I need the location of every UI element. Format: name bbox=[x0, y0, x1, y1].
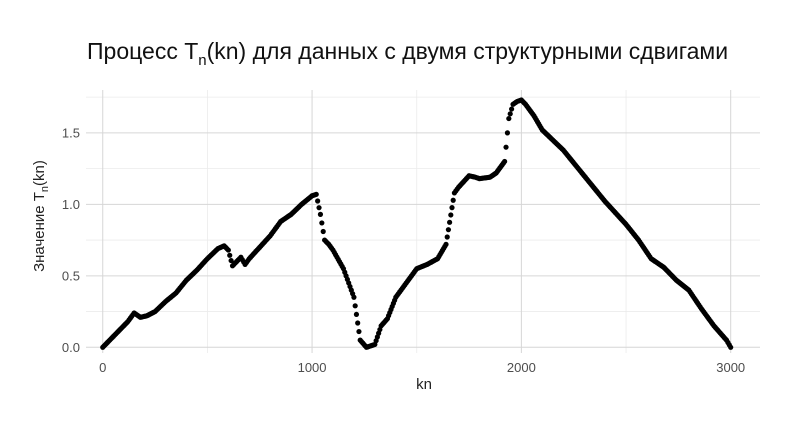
data-point bbox=[353, 311, 360, 318]
data-point bbox=[356, 328, 362, 335]
data-point bbox=[449, 205, 455, 211]
y-axis-label: Значение Tn(kn) bbox=[31, 160, 51, 272]
data-point bbox=[355, 320, 361, 326]
data-point bbox=[443, 241, 449, 247]
data-point bbox=[351, 294, 357, 300]
x-tick-label: 0 bbox=[99, 360, 106, 375]
data-point bbox=[319, 220, 325, 226]
y-tick-label: 0.0 bbox=[62, 340, 80, 355]
data-point bbox=[504, 130, 511, 136]
y-axis-label-subscript: n bbox=[39, 186, 51, 192]
data-point bbox=[506, 115, 512, 122]
y-tick-label: 1.5 bbox=[62, 125, 80, 140]
data-point bbox=[507, 111, 513, 117]
data-point bbox=[448, 212, 454, 218]
data-point bbox=[316, 205, 322, 211]
data-point bbox=[444, 234, 450, 240]
y-tick-labels: 0.0 0.5 1.0 1.5 bbox=[62, 125, 80, 354]
y-tick-label: 1.0 bbox=[62, 197, 80, 212]
x-tick-label: 2000 bbox=[507, 360, 536, 375]
data-point bbox=[502, 158, 508, 165]
y-axis-label-rest: (kn) bbox=[31, 160, 48, 186]
data-point bbox=[728, 344, 734, 350]
x-tick-label: 3000 bbox=[716, 360, 745, 375]
data-point bbox=[228, 257, 234, 264]
y-tick-label: 0.5 bbox=[62, 268, 80, 283]
chart-title-subscript: n bbox=[198, 52, 206, 69]
data-point bbox=[317, 211, 324, 217]
chart-title-rest: (kn) для данных с двумя структурными сдв… bbox=[207, 38, 728, 64]
data-point bbox=[445, 227, 452, 233]
chart-title-main: Процесс T bbox=[87, 38, 198, 64]
x-axis-label: kn bbox=[416, 376, 432, 393]
data-point bbox=[313, 191, 319, 197]
data-point bbox=[227, 252, 233, 258]
data-points bbox=[100, 97, 734, 350]
data-point bbox=[315, 198, 321, 204]
data-point bbox=[503, 144, 509, 150]
data-point bbox=[447, 219, 453, 225]
grid bbox=[86, 90, 760, 353]
x-tick-labels: 0 1000 2000 3000 bbox=[99, 360, 745, 375]
data-point bbox=[450, 197, 456, 203]
data-point bbox=[352, 303, 358, 309]
data-point bbox=[509, 106, 515, 112]
data-point bbox=[320, 228, 326, 235]
y-axis-label-main: Значение T bbox=[31, 192, 48, 272]
x-tick-label: 1000 bbox=[298, 360, 327, 375]
data-point bbox=[225, 247, 231, 253]
chart-title: Процесс Tn(kn) для данных с двумя структ… bbox=[87, 38, 728, 69]
